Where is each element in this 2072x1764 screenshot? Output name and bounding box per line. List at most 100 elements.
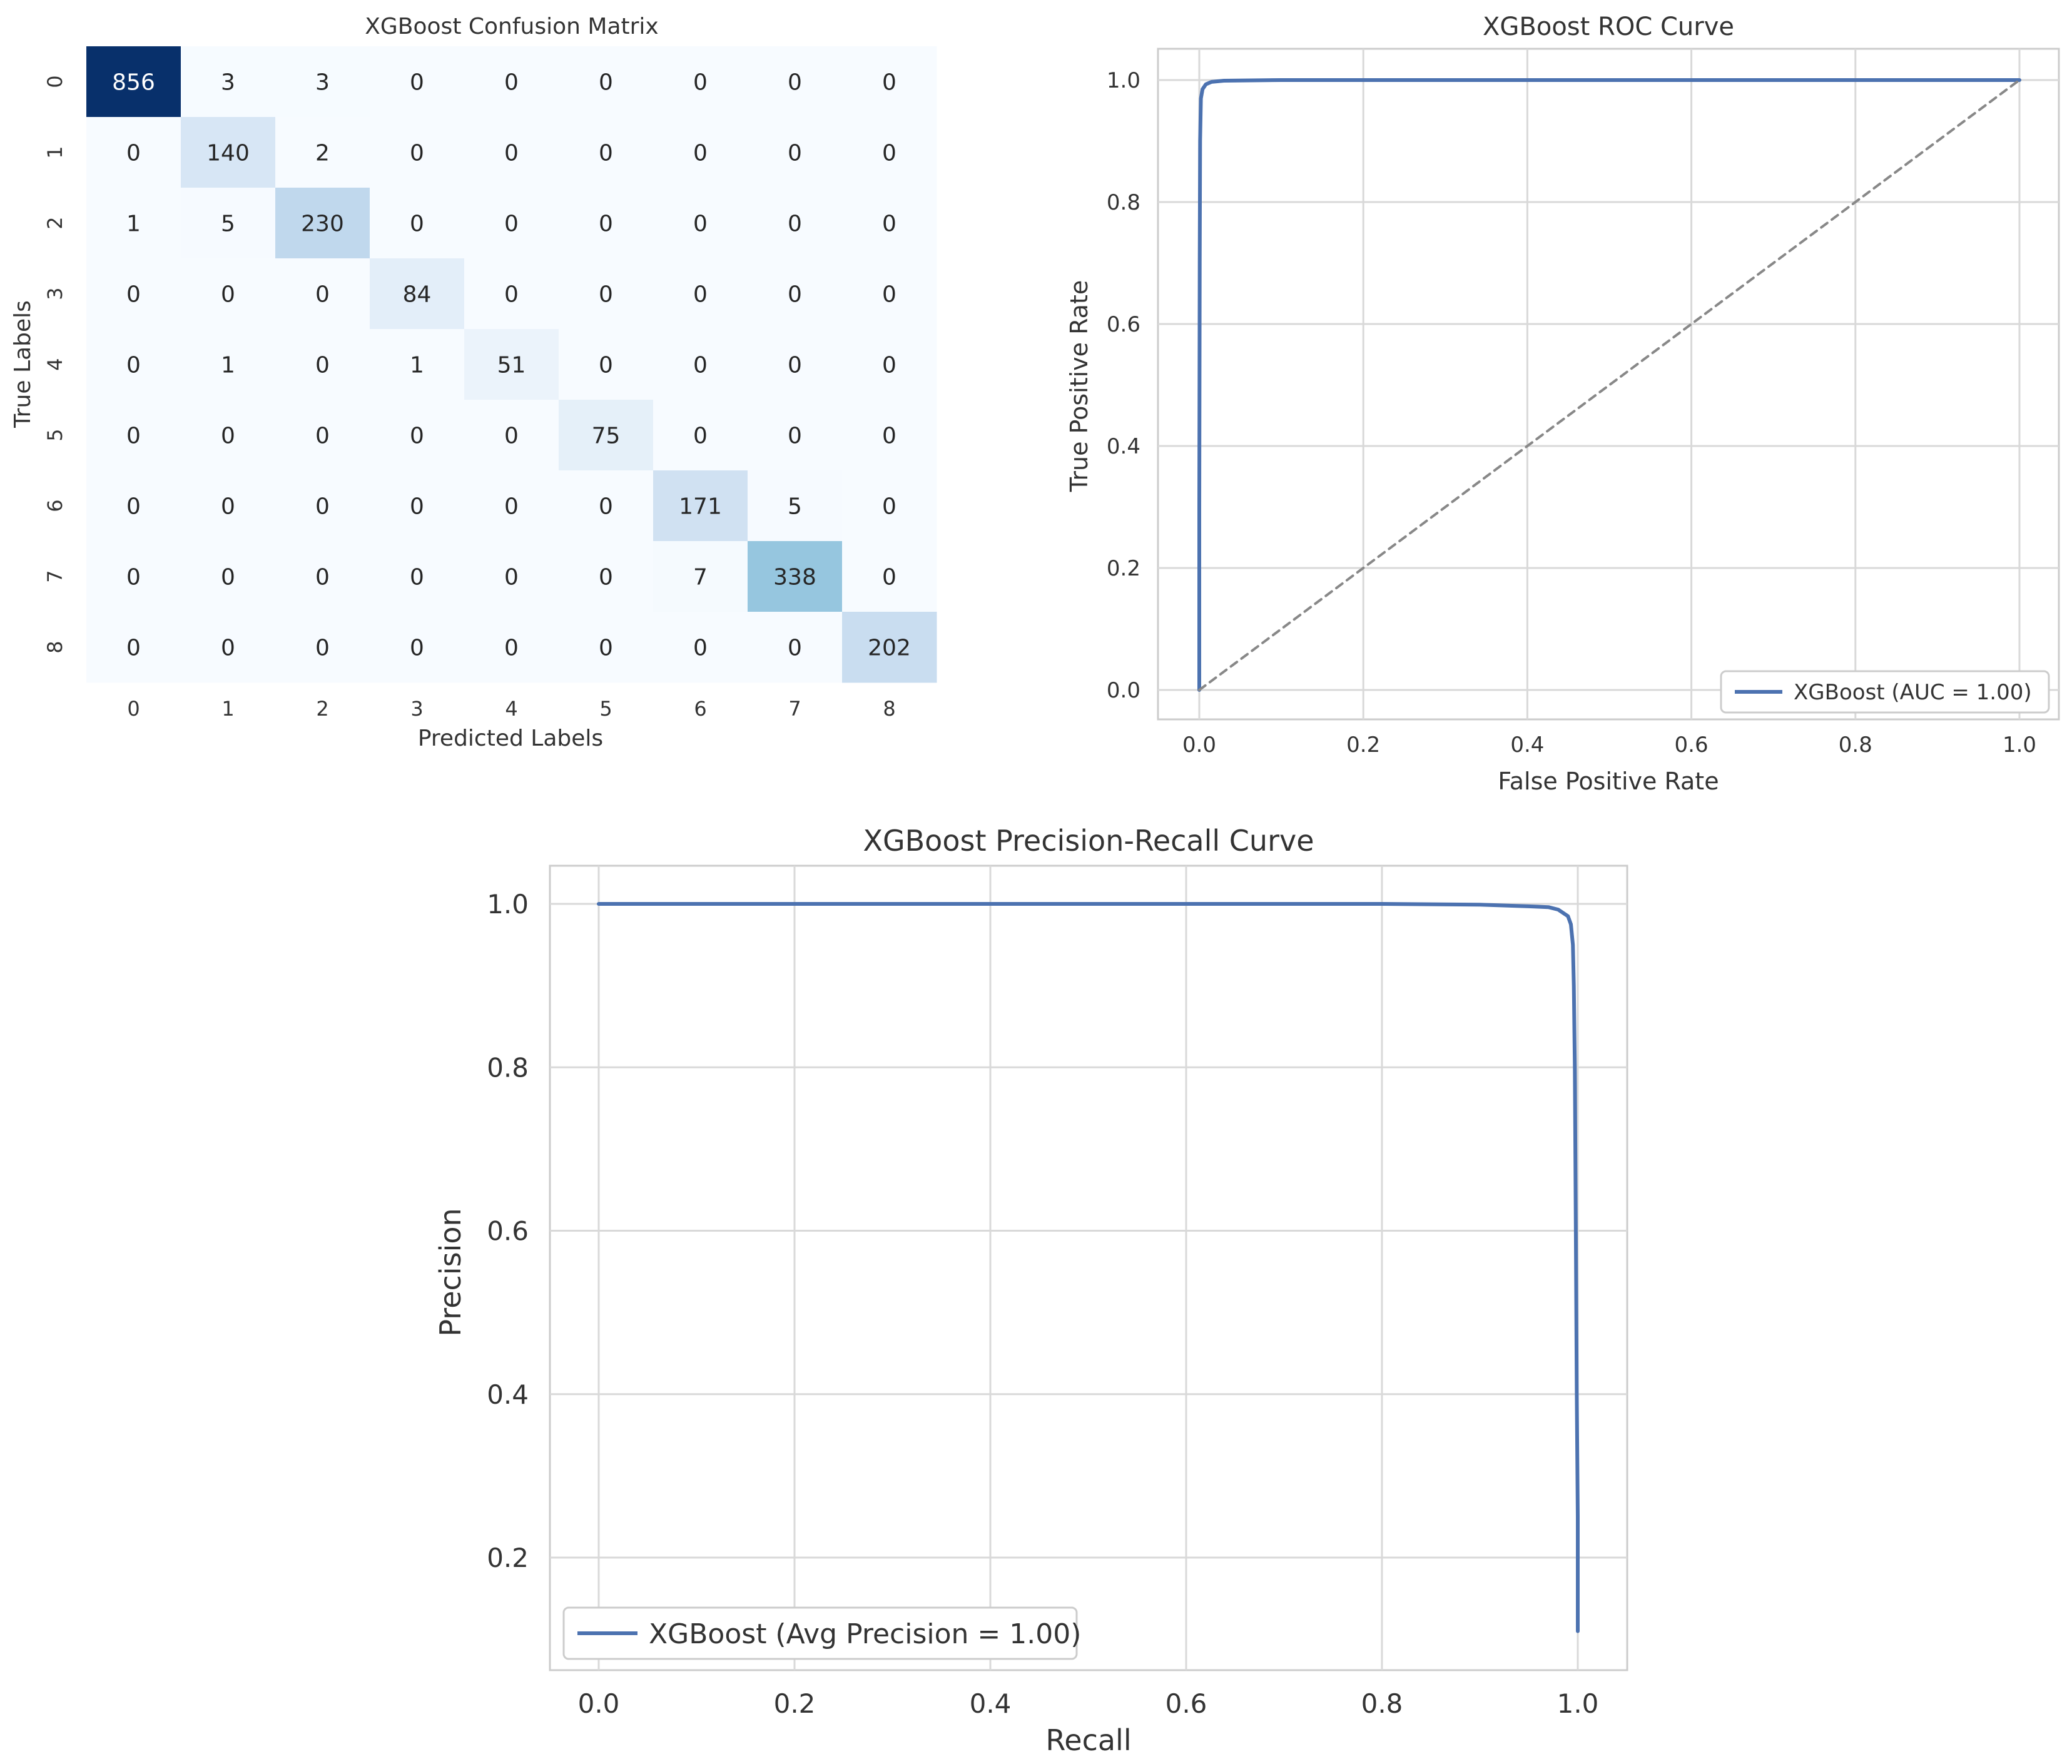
heatmap-cell <box>181 117 276 188</box>
confusion-matrix-chart: 856 3 3 0 0 0 0 0 00 140 2 0 0 0 0 0 01 5 230 0 0 0 0 0 00 0 0 84 0 0… <box>10 14 937 751</box>
heatmap-cell <box>275 400 370 471</box>
heatmap-cell <box>653 541 748 612</box>
y-tick-label: 3 <box>43 287 67 300</box>
heatmap-cell <box>842 46 937 118</box>
heatmap-cell <box>559 329 654 400</box>
heatmap-cell <box>181 541 276 612</box>
x-tick-label: 3 <box>410 697 423 721</box>
cell-value: 0 <box>788 211 802 237</box>
cell-value: 0 <box>599 636 613 661</box>
cell-value: 0 <box>504 494 519 520</box>
x-tick-label: 0.8 <box>1361 1688 1403 1719</box>
cell-value: 0 <box>315 423 330 449</box>
heatmap-cell <box>275 117 370 188</box>
cell-value: 0 <box>126 565 141 591</box>
x-tick-label: 0.4 <box>1510 732 1544 758</box>
heatmap-cell <box>86 470 181 542</box>
cell-value: 856 <box>112 70 155 96</box>
cell-value: 338 <box>773 565 816 591</box>
heatmap-cell <box>86 329 181 400</box>
heatmap-cell <box>86 400 181 471</box>
cell-value: 3 <box>315 70 330 96</box>
heatmap-cell <box>464 470 559 542</box>
cell-value: 0 <box>126 423 141 449</box>
cell-value: 0 <box>882 565 896 591</box>
heatmap-cell <box>370 188 465 259</box>
precision-recall-chart: 0.0 0.2 0.4 0.6 0.8 1.0 0.2 0.4 0.6 0.8 1.0 XGBoost… <box>434 824 1628 1757</box>
cell-value: 0 <box>315 636 330 661</box>
cell-value: 2 <box>315 141 330 166</box>
y-tick-label: 0.8 <box>487 1052 529 1083</box>
x-axis-label: Predicted Labels <box>418 726 603 751</box>
cell-value: 0 <box>599 494 613 520</box>
heatmap-cell <box>370 258 465 330</box>
y-tick-label: 8 <box>43 641 67 653</box>
cell-value: 140 <box>206 141 250 166</box>
cell-value: 5 <box>221 211 235 237</box>
y-tick-label: 5 <box>43 428 67 441</box>
heatmap-cell <box>181 188 276 259</box>
x-tick-label: 0.4 <box>970 1688 1012 1719</box>
cell-value: 7 <box>693 565 708 591</box>
heatmap-cell <box>653 329 748 400</box>
x-tick-label: 2 <box>316 697 328 721</box>
cell-value: 171 <box>679 494 722 520</box>
heatmap-cell <box>748 329 843 400</box>
legend: XGBoost (AUC = 1.00) <box>1720 670 2050 714</box>
cell-value: 0 <box>504 70 519 96</box>
heatmap-cell <box>86 188 181 259</box>
cell-value: 0 <box>599 141 613 166</box>
cell-value: 0 <box>221 636 235 661</box>
heatmap-cell <box>464 188 559 259</box>
x-tick-label: 0.0 <box>1182 732 1216 758</box>
heatmap-cell <box>748 117 843 188</box>
legend-box <box>1720 670 2050 714</box>
heatmap-cell <box>842 188 937 259</box>
heatmap-cell <box>464 541 559 612</box>
series-line <box>597 902 1580 1633</box>
cell-value: 3 <box>221 70 235 96</box>
cell-value: 0 <box>882 353 896 378</box>
cell-value: 0 <box>882 494 896 520</box>
y-axis-label: Precision <box>434 1208 467 1336</box>
heatmap-cell <box>842 400 937 471</box>
x-axis-label: Recall <box>1045 1723 1131 1757</box>
cell-value: 0 <box>410 211 424 237</box>
y-tick-label: 0.0 <box>1107 678 1140 703</box>
heatmap-cell <box>842 612 937 683</box>
heatmap-cell <box>464 46 559 118</box>
cell-value: 0 <box>504 141 519 166</box>
x-tick-label: 1.0 <box>1557 1688 1599 1719</box>
x-tick-label: 1 <box>221 697 234 721</box>
cell-value: 0 <box>788 636 802 661</box>
heatmap-cell <box>748 400 843 471</box>
heatmap-cell <box>842 470 937 542</box>
heatmap-cell <box>370 329 465 400</box>
heatmap-cell <box>559 188 654 259</box>
cell-value: 0 <box>788 353 802 378</box>
heatmap-cell <box>181 329 276 400</box>
x-tick-label: 5 <box>599 697 612 721</box>
cell-value: 5 <box>788 494 802 520</box>
plot-area <box>549 864 1628 1671</box>
heatmap-cell <box>842 541 937 612</box>
heatmap-cell <box>748 612 843 683</box>
legend-label: XGBoost (AUC = 1.00) <box>1794 680 2032 705</box>
heatmap-cell <box>653 612 748 683</box>
heatmap-cell <box>181 470 276 542</box>
heatmap-cell <box>464 329 559 400</box>
cell-value: 0 <box>882 282 896 308</box>
cell-value: 0 <box>221 494 235 520</box>
cell-value: 0 <box>126 141 141 166</box>
x-tick-label: 6 <box>694 697 706 721</box>
cell-value: 0 <box>693 282 708 308</box>
heatmap-cell <box>370 400 465 471</box>
cell-value: 1 <box>410 353 424 378</box>
cell-value: 0 <box>693 211 708 237</box>
cell-value: 0 <box>788 141 802 166</box>
heatmap-cell <box>181 258 276 330</box>
heatmap-cell <box>748 541 843 612</box>
chance-diagonal-line <box>1198 79 2021 691</box>
cell-value: 0 <box>504 565 519 591</box>
y-tick-label: 0.4 <box>487 1379 529 1410</box>
